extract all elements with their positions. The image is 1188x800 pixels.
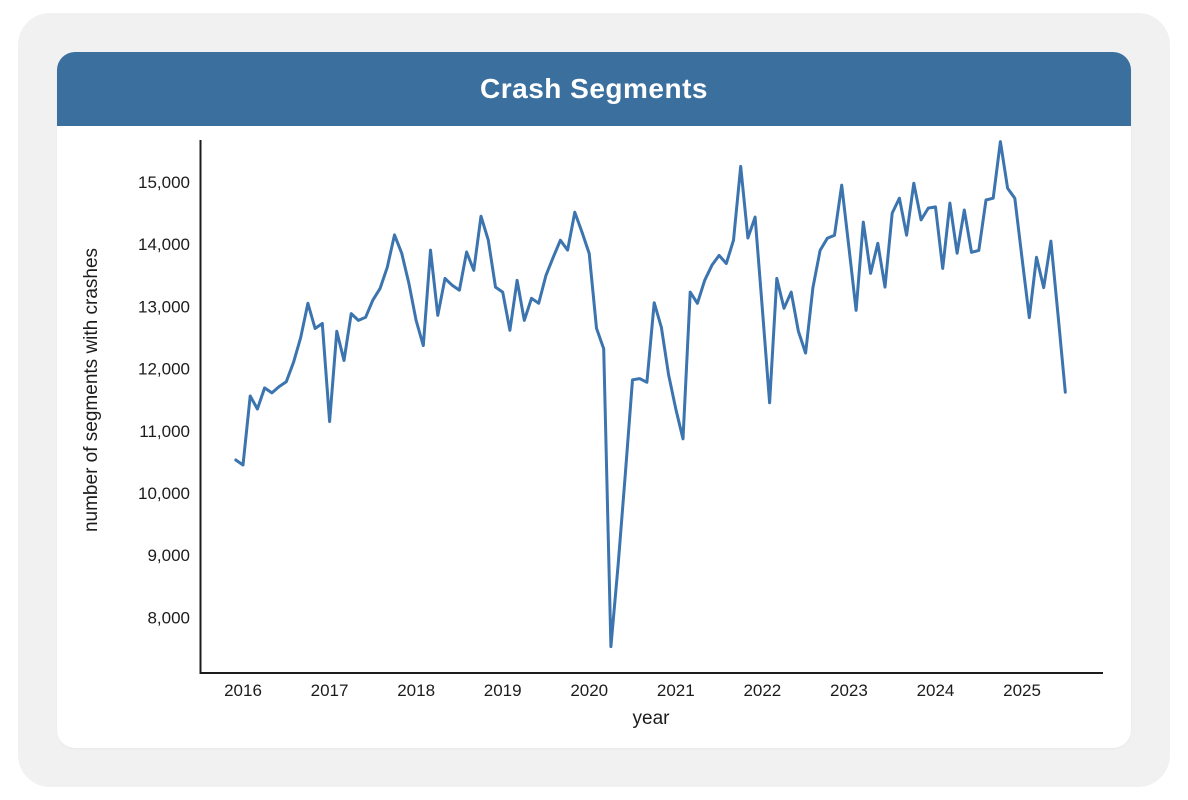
x-tick-label-2025: 2025 xyxy=(1003,681,1041,700)
x-axis-title: year xyxy=(633,708,671,729)
y-tick-label-10000: 10,000 xyxy=(138,484,190,503)
y-axis-tick-labels: 8,000 9,000 10,000 11,000 12,000 13,000 14,000… xyxy=(138,173,190,627)
x-tick-label-2023: 2023 xyxy=(830,681,868,700)
x-tick-label-2020: 2020 xyxy=(570,681,608,700)
x-tick-label-2021: 2021 xyxy=(657,681,695,700)
x-tick-label-2017: 2017 xyxy=(311,681,349,700)
x-tick-label-2024: 2024 xyxy=(917,681,955,700)
y-axis-title: number of segments with crashes xyxy=(81,248,102,532)
crash-segments-line-series xyxy=(234,140,1067,649)
y-tick-label-8000: 8,000 xyxy=(147,608,190,627)
y-tick-label-13000: 13,000 xyxy=(138,297,190,316)
x-tick-label-2018: 2018 xyxy=(397,681,435,700)
panel-header: Crash Segments xyxy=(57,52,1131,126)
y-tick-label-11000: 11,000 xyxy=(139,422,190,441)
y-tick-label-9000: 9,000 xyxy=(147,546,190,565)
panel-title: Crash Segments xyxy=(480,73,708,104)
y-tick-label-15000: 15,000 xyxy=(138,173,190,192)
crash-segments-panel: Crash Segments xyxy=(57,52,1131,748)
x-axis-tick-labels: 2016 2017 2018 2019 2020 2021 2022 2023 2024 2025 xyxy=(224,681,1041,700)
y-tick-label-14000: 14,000 xyxy=(138,235,190,254)
x-tick-label-2022: 2022 xyxy=(743,681,781,700)
y-tick-label-12000: 12,000 xyxy=(138,360,190,379)
x-tick-label-2016: 2016 xyxy=(224,681,262,700)
x-tick-label-2019: 2019 xyxy=(484,681,522,700)
